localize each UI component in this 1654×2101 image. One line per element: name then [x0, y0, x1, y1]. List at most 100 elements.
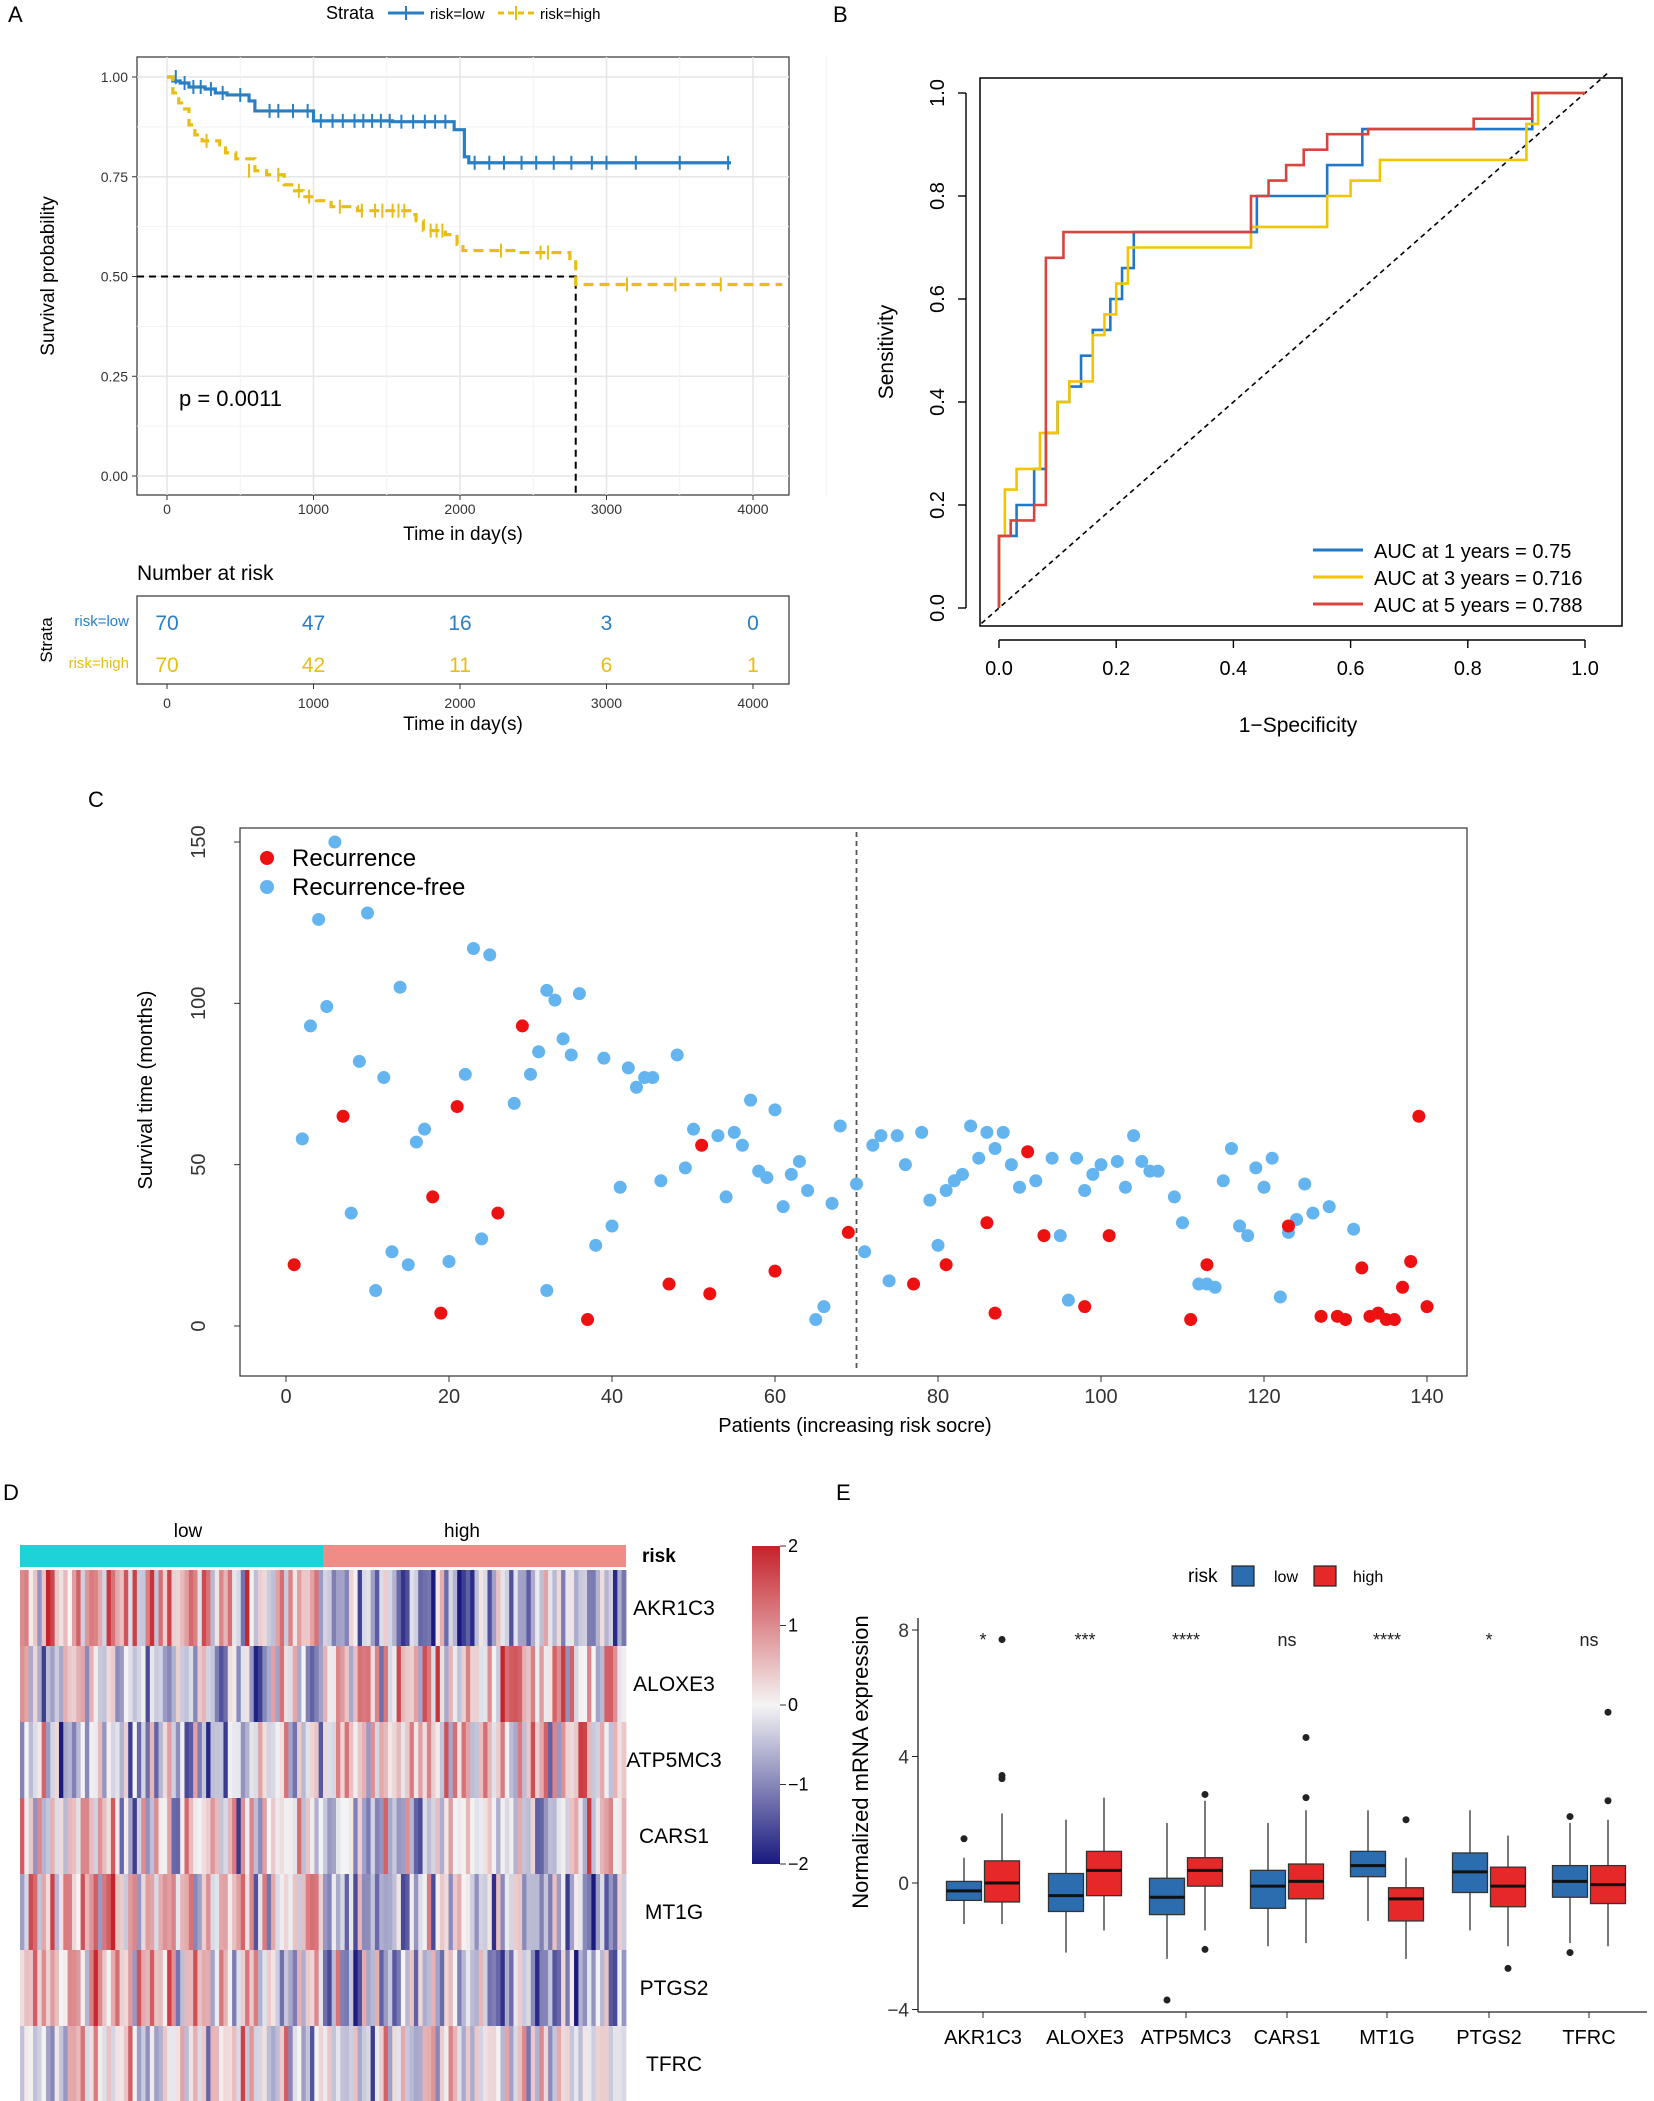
recurrence-free-point: [548, 993, 562, 1007]
heatmap-cell: [556, 1646, 562, 1722]
heatmap-cell: [526, 1646, 532, 1722]
heatmap-cell: [374, 1570, 380, 1646]
heatmap-cell: [405, 2026, 410, 2101]
heatmap-cell: [348, 1798, 354, 1874]
heatmap-cell: [556, 1950, 562, 2026]
heatmap-cell: [292, 1798, 298, 1874]
heatmap-cell: [128, 2026, 133, 2101]
heatmap-cell: [89, 1570, 94, 1646]
heatmap-cell: [500, 1874, 506, 1950]
heatmap-cell: [565, 1570, 571, 1646]
heatmap-cell: [608, 1950, 614, 2026]
heatmap-cell: [465, 1874, 471, 1950]
recurrence-free-point: [955, 1167, 969, 1181]
heatmap-cell: [526, 1950, 532, 2026]
heatmap-cell: [41, 1950, 47, 2026]
heatmap-cell: [219, 1646, 224, 1722]
heatmap-cell: [97, 2026, 103, 2101]
box-significance-labels: * *** **** ns **** * ns: [979, 1630, 1598, 1650]
recurrence-free-point: [735, 1138, 749, 1152]
heatmap-cell: [470, 1874, 475, 1950]
heatmap-cell: [578, 1570, 584, 1646]
heatmap-cell: [145, 1646, 151, 1722]
heatmap-cell: [483, 1570, 488, 1646]
recurrence-free-point: [483, 948, 497, 962]
heatmap-scale-ticks: 2 1 0 −1 −2: [780, 1536, 809, 1874]
heatmap-cell: [266, 1874, 272, 1950]
heatmap-cell: [71, 1798, 77, 1874]
heatmap-cell: [271, 1722, 276, 1798]
heatmap-cell: [232, 1722, 237, 1798]
heatmap-cell: [409, 1646, 415, 1722]
heatmap-cell: [357, 2026, 363, 2101]
heatmap-cell: [613, 1722, 618, 1798]
heatmap-cell: [284, 1798, 289, 1874]
heatmap-cell: [175, 1646, 181, 1722]
box-y-tick-label: 0: [898, 1874, 909, 1895]
scatter-legend-recurrence-free-swatch: [260, 880, 274, 894]
recurrence-free-point: [1208, 1280, 1222, 1294]
heatmap-cell: [491, 1570, 497, 1646]
heatmap-cell: [227, 1798, 233, 1874]
heatmap-cell: [604, 1570, 610, 1646]
recurrence-free-point: [352, 1054, 366, 1068]
heatmap-cell: [288, 1798, 294, 1874]
heatmap-cell: [284, 1646, 289, 1722]
heatmap-cell: [236, 1874, 242, 1950]
recurrence-free-point: [401, 1258, 415, 1272]
heatmap-cell: [621, 1798, 627, 1874]
heatmap-cell: [201, 2026, 207, 2101]
heatmap-cell: [288, 1646, 294, 1722]
heatmap-cell: [435, 1798, 441, 1874]
heatmap-cell: [535, 2026, 540, 2101]
recurrence-free-point: [344, 1206, 358, 1220]
heatmap-cell: [271, 1570, 276, 1646]
heatmap-cell: [223, 1798, 229, 1874]
heatmap-cell: [32, 1950, 38, 2026]
heatmap-cell: [136, 1722, 142, 1798]
km-legend-low-label: risk=low: [430, 6, 485, 23]
heatmap-cell: [552, 1798, 558, 1874]
heatmap-cell: [115, 1950, 120, 2026]
heatmap-cell: [206, 1798, 211, 1874]
heatmap-cell: [491, 1950, 497, 2026]
box-axes: −4 0 4 8: [887, 1618, 1647, 2022]
recurrence-free-point: [996, 1125, 1010, 1139]
recurrence-free-point: [312, 912, 326, 926]
recurrence-free-point: [361, 906, 374, 920]
heatmap-cell: [392, 1950, 397, 2026]
heatmap-cell: [20, 1950, 25, 2026]
heatmap-cell: [63, 1798, 69, 1874]
heatmap-cell: [253, 1646, 259, 1722]
heatmap-cell: [379, 1950, 384, 2026]
heatmap-cell: [97, 1874, 103, 1950]
heatmap-cell: [587, 1874, 592, 1950]
heatmap-cell: [20, 1798, 25, 1874]
heatmap-cell: [435, 2026, 441, 2101]
recurrence-free-point: [964, 1119, 978, 1133]
heatmap-cell: [353, 1722, 359, 1798]
heatmap-cell: [600, 1950, 605, 2026]
heatmap-cell: [569, 1950, 575, 2026]
heatmap-cell: [335, 2026, 341, 2101]
heatmap-cell: [587, 1950, 592, 2026]
panel-d: D low high risk AKR1C3 ALOXE3 ATP5MC3 CARS1…: [3, 1480, 809, 2101]
recurrence-free-point: [825, 1196, 839, 1210]
heatmap-cell: [171, 1874, 177, 1950]
heatmap-cell: [483, 1722, 488, 1798]
heatmap-cell: [297, 2026, 302, 2101]
heatmap-cell: [145, 2026, 151, 2101]
heatmap-cell: [539, 1874, 545, 1950]
box-outlier: [998, 1771, 1006, 1779]
heatmap-cell: [214, 1798, 220, 1874]
heatmap-cell: [102, 1874, 107, 1950]
recurrence-free-point: [1306, 1206, 1320, 1220]
recurrence-free-point: [1233, 1219, 1247, 1233]
heatmap-cell: [188, 1798, 194, 1874]
heatmap-cell: [621, 1570, 627, 1646]
heatmap-cell: [448, 1950, 454, 2026]
heatmap-cell: [305, 1874, 311, 1950]
recurrence-point: [1102, 1229, 1116, 1243]
heatmap-cell: [145, 1570, 151, 1646]
box-category-label: ALOXE3: [1046, 2027, 1124, 2049]
